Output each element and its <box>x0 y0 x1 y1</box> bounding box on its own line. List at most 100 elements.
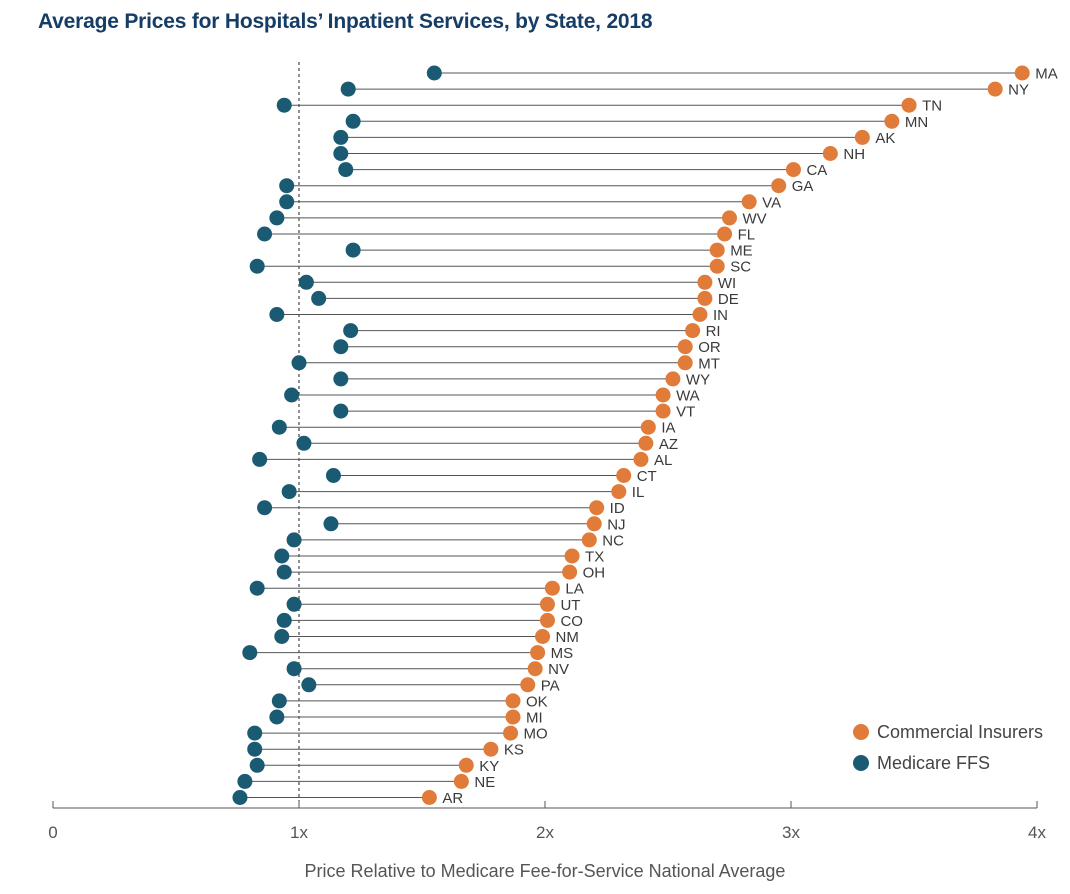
medicare-dot-co <box>276 612 292 628</box>
medicare-dot-ca <box>338 162 354 178</box>
medicare-dot-wi <box>298 274 314 290</box>
commercial-dot-nm <box>535 629 551 644</box>
legend-commercial-marker <box>853 724 869 740</box>
commercial-dot-me <box>709 242 725 258</box>
medicare-dot-ia <box>271 419 287 435</box>
state-label-or: OR <box>698 339 721 356</box>
x-axis-title: Price Relative to Medicare Fee-for-Servi… <box>305 861 786 881</box>
state-label-ia: IA <box>661 420 675 437</box>
state-label-sc: SC <box>730 259 751 276</box>
medicare-dot-ga <box>279 178 295 194</box>
state-label-ms: MS <box>551 645 574 662</box>
state-label-fl: FL <box>738 227 756 244</box>
medicare-dot-ms <box>242 645 258 661</box>
medicare-dot-ky <box>249 757 265 773</box>
state-label-ne: NE <box>474 774 495 791</box>
medicare-dot-ri <box>343 323 359 339</box>
medicare-dot-nj <box>323 516 339 532</box>
commercial-dot-ca <box>785 162 801 178</box>
legend: Commercial Insurers Medicare FFS <box>853 722 1043 773</box>
state-label-wv: WV <box>743 210 767 227</box>
state-label-wi: WI <box>718 275 736 292</box>
medicare-dot-pa <box>301 677 317 693</box>
commercial-dot-ky <box>458 757 474 773</box>
medicare-dot-ma <box>426 65 442 81</box>
state-label-mt: MT <box>698 355 720 372</box>
x-tick-label-1: 1x <box>290 823 308 842</box>
commercial-dot-nh <box>822 146 838 161</box>
commercial-dot-sc <box>709 258 725 274</box>
medicare-dot-az <box>296 435 312 451</box>
commercial-dot-az <box>638 435 654 451</box>
medicare-dot-mn <box>345 113 361 129</box>
x-axis: 0 1x 2x 3x 4x <box>48 801 1046 842</box>
commercial-dot-mt <box>677 355 693 371</box>
legend-commercial-label: Commercial Insurers <box>877 722 1043 742</box>
state-label-az: AZ <box>659 436 678 453</box>
state-label-ct: CT <box>637 468 657 485</box>
state-label-ut: UT <box>560 597 580 614</box>
medicare-dot-fl <box>257 226 273 242</box>
commercial-dot-wi <box>697 274 713 290</box>
commercial-dot-ri <box>685 323 701 339</box>
medicare-dot-wy <box>333 371 349 387</box>
medicare-dot-vt <box>333 403 349 419</box>
medicare-dot-oh <box>276 564 292 580</box>
medicare-dot-nm <box>274 629 290 644</box>
state-label-co: CO <box>560 613 583 630</box>
commercial-dot-ny <box>987 81 1003 97</box>
state-label-il: IL <box>632 484 645 501</box>
state-label-va: VA <box>762 194 781 211</box>
x-tick-label-4: 4x <box>1028 823 1046 842</box>
commercial-dot-nj <box>586 516 602 532</box>
commercial-dot-tx <box>564 548 580 564</box>
commercial-dot-tn <box>901 97 917 113</box>
medicare-dot-wv <box>269 210 285 226</box>
medicare-dot-ok <box>271 693 287 709</box>
x-tick-label-3: 3x <box>782 823 800 842</box>
state-label-pa: PA <box>541 677 560 694</box>
state-label-tn: TN <box>922 98 942 115</box>
state-label-ky: KY <box>479 758 499 775</box>
medicare-dot-ny <box>340 81 356 97</box>
commercial-dot-nc <box>581 532 597 548</box>
state-label-ma: MA <box>1035 66 1058 83</box>
commercial-dot-ar <box>421 790 437 805</box>
state-label-id: ID <box>610 500 625 517</box>
commercial-dot-la <box>544 580 560 596</box>
commercial-dot-vt <box>655 403 671 419</box>
state-label-nc: NC <box>602 532 624 549</box>
commercial-dot-wa <box>655 387 671 403</box>
state-label-mn: MN <box>905 114 928 131</box>
commercial-dot-mn <box>884 113 900 129</box>
state-label-tx: TX <box>585 549 604 566</box>
commercial-dot-oh <box>562 564 578 580</box>
state-label-ks: KS <box>504 742 524 759</box>
commercial-dot-ga <box>771 178 787 194</box>
medicare-dot-in <box>269 307 285 322</box>
commercial-dot-pa <box>520 677 536 693</box>
medicare-dot-sc <box>249 258 265 274</box>
medicare-dot-mi <box>269 709 285 725</box>
commercial-dot-ia <box>640 419 656 435</box>
medicare-dot-va <box>279 194 295 210</box>
medicare-dot-mt <box>291 355 307 371</box>
chart-title: Average Prices for Hospitals’ Inpatient … <box>38 10 653 33</box>
state-label-mo: MO <box>524 726 548 743</box>
medicare-dot-nc <box>286 532 302 548</box>
commercial-dot-ak <box>854 129 870 145</box>
state-label-wa: WA <box>676 388 700 405</box>
dots-layer <box>232 65 1030 805</box>
commercial-dot-ne <box>453 773 469 789</box>
commercial-dot-al <box>633 451 649 467</box>
medicare-dot-la <box>249 580 265 596</box>
state-label-vt: VT <box>676 404 695 421</box>
medicare-dot-ak <box>333 129 349 145</box>
medicare-dot-or <box>333 339 349 355</box>
medicare-dot-mo <box>247 725 263 741</box>
commercial-dot-nv <box>527 661 543 677</box>
state-label-nv: NV <box>548 661 569 678</box>
state-label-ri: RI <box>706 323 721 340</box>
medicare-dot-ne <box>237 773 253 789</box>
